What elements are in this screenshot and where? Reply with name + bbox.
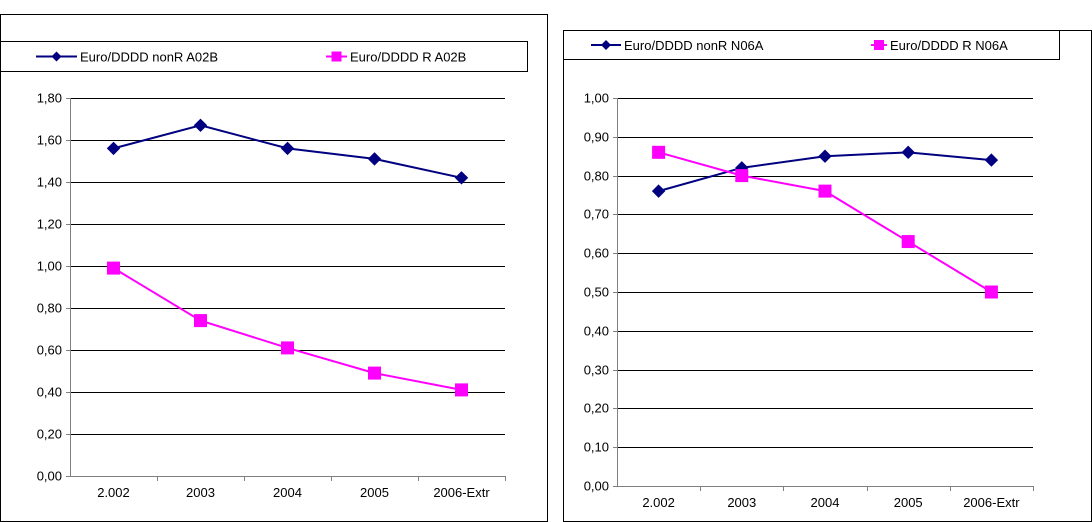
chart-1-legend-label: Euro/DDDD nonR A02B: [80, 50, 218, 65]
chart-2-series-2-point: [818, 184, 832, 198]
chart-2-y-tick-label: 0,50: [584, 285, 609, 300]
chart-1-legend-swatch-marker: [51, 51, 62, 62]
chart-2-series-2-line: [658, 151, 992, 293]
chart-1-series-1-point: [454, 171, 469, 185]
chart-2-y-tick-label: 0,90: [584, 130, 609, 145]
chart-2-x-tick-label: 2005: [894, 495, 923, 510]
chart-n06a-svg: 0,00 0,10 0,20 0,30 0,40 0,50 0,60 0,70 0,80 0,90…: [563, 30, 1092, 522]
chart-2-series-1-point: [818, 149, 832, 163]
chart-2-y-tick-label: 0,40: [584, 324, 609, 339]
chart-1-y-tick-label: 1,00: [37, 259, 62, 274]
chart-2-x-tick-label: 2003: [727, 495, 756, 510]
chart-2-series-2-point: [984, 285, 998, 299]
chart-2-x-tick-label: 2004: [811, 495, 840, 510]
chart-2-y-tick-label: 0,60: [584, 246, 609, 261]
chart-1-frame: [0, 14, 548, 522]
chart-1-series-1-point: [106, 141, 121, 156]
chart-2-series-1-point: [901, 145, 915, 160]
chart-2-y-tick-label: 0,30: [584, 363, 609, 378]
chart-2-series-1-point: [651, 184, 666, 198]
chart-2-legend-label: Euro/DDDD R N06A: [890, 38, 1008, 53]
chart-1-series-2-point: [194, 314, 207, 328]
chart-1-y-tick-label: 1,40: [37, 175, 62, 190]
chart-1-x-tick-label: 2006-Extr: [433, 485, 490, 500]
chart-1-series-1-point: [367, 152, 382, 166]
chart-1-y-tick-label: 0,60: [37, 343, 62, 358]
chart-1-y-tick-label: 1,80: [37, 91, 62, 106]
chart-2-series-2-point: [735, 169, 749, 183]
chart-1-series-2-point: [455, 383, 468, 397]
chart-2-y-tick-label: 1,00: [584, 91, 609, 106]
chart-1-y-tick-label: 0,80: [37, 301, 62, 316]
chart-1-series-2-line: [112, 267, 462, 391]
chart-2-series-2-point: [652, 145, 666, 159]
chart-1-legend-box: [0, 41, 528, 72]
chart-2-legend-swatch-marker: [601, 40, 611, 50]
chart-a02b: 0,00 0,20 0,40 0,60 0,80 1,00 1,20 1,40 1,60 1,80…: [0, 14, 548, 522]
chart-1-legend-label: Euro/DDDD R A02B: [350, 50, 466, 65]
chart-n06a: 0,00 0,10 0,20 0,30 0,40 0,50 0,60 0,70 0,80 0,90…: [555, 0, 1092, 522]
chart-1-y-tick-label: 0,20: [37, 427, 62, 442]
chart-2-y-tick-label: 0,80: [584, 169, 609, 184]
chart-2-y-tick-label: 0,10: [584, 440, 609, 455]
chart-1-y-tick-label: 1,20: [37, 217, 62, 232]
chart-2-y-tick-label: 0,20: [584, 401, 609, 416]
chart-1-x-tick-label: 2003: [186, 485, 215, 500]
chart-2-legend-swatch-marker: [874, 40, 884, 50]
chart-2-y-tick-label: 0,00: [584, 479, 609, 494]
chart-2-x-tick-label: 2006-Extr: [963, 495, 1020, 510]
chart-1-y-tick-label: 0,00: [37, 469, 62, 484]
chart-1-series-1-point: [280, 141, 295, 156]
chart-1-series-1-point: [193, 118, 208, 133]
chart-1-legend-swatch-marker: [331, 51, 342, 62]
chart-1-y-tick-label: 0,40: [37, 385, 62, 400]
chart-1-series-2-point: [281, 341, 294, 355]
chart-1-series-2-point: [368, 366, 381, 380]
chart-2-y-tick-label: 0,70: [584, 207, 609, 222]
chart-2-series-1-point: [984, 153, 999, 167]
chart-1-series-2-point: [107, 261, 120, 275]
chart-2-legend-label: Euro/DDDD nonR N06A: [624, 38, 764, 53]
chart-1-x-tick-label: 2.002: [97, 485, 130, 500]
chart-2-legend-box: [563, 30, 1060, 60]
chart-a02b-svg: 0,00 0,20 0,40 0,60 0,80 1,00 1,20 1,40 1,60 1,80…: [0, 14, 548, 522]
chart-1-x-tick-label: 2005: [360, 485, 389, 500]
chart-1-y-tick-label: 1,60: [37, 133, 62, 148]
chart-1-x-tick-label: 2004: [273, 485, 302, 500]
chart-2-series-2-point: [901, 235, 915, 249]
chart-2-x-tick-label: 2.002: [642, 495, 675, 510]
